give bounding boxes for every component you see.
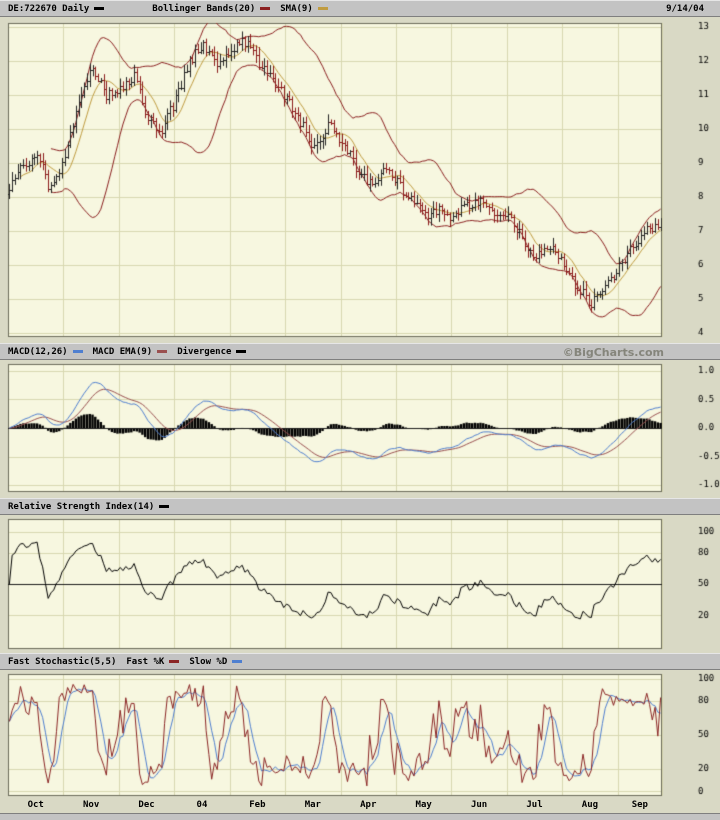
stochastic-legend-bar: Fast Stochastic(5,5) Fast %K Slow %D xyxy=(0,653,720,670)
x-axis-month-label: Oct xyxy=(27,800,44,810)
chart-date: 9/14/04 xyxy=(666,3,704,14)
slow-d-marker-icon xyxy=(232,660,243,663)
divergence-label: Divergence xyxy=(177,346,232,357)
price-panel-canvas xyxy=(0,17,720,343)
macd-line-marker-icon xyxy=(72,350,83,353)
x-axis-month-label: May xyxy=(415,800,432,810)
bollinger-legend-label: Bollinger Bands(20) xyxy=(152,3,256,14)
macd-title-label: MACD(12,26) xyxy=(8,346,68,357)
fast-k-marker-icon xyxy=(169,660,180,663)
rsi-marker-icon xyxy=(159,505,170,508)
x-axis-month-label: Mar xyxy=(304,800,321,810)
x-axis-month-label: Jul xyxy=(526,800,543,810)
bigcharts-watermark: ©BigCharts.com xyxy=(562,346,664,359)
rsi-title-label: Relative Strength Index(14) xyxy=(8,501,155,512)
macd-ema-label: MACD EMA(9) xyxy=(92,346,153,357)
stochastic-panel-canvas xyxy=(0,670,720,800)
macd-panel-canvas xyxy=(0,360,720,498)
fast-k-label: Fast %K xyxy=(126,656,165,667)
x-axis-month-label: Jun xyxy=(470,800,488,810)
x-axis-month-label: Dec xyxy=(138,800,155,810)
bollinger-marker-icon xyxy=(260,7,271,10)
stochastic-title-label: Fast Stochastic(5,5) xyxy=(8,656,117,667)
symbol-label: DE:722670 Daily xyxy=(8,3,90,14)
x-axis-month-labels: Oct Nov Dec 04 Feb Mar Apr May Jun Jul Aug Sep xyxy=(0,800,720,813)
macd-ema-marker-icon xyxy=(157,350,168,353)
x-axis-month-label: Apr xyxy=(360,800,377,810)
slow-d-label: Slow %D xyxy=(189,656,228,667)
macd-legend-bar: MACD(12,26) MACD EMA(9) Divergence ©BigC… xyxy=(0,343,720,360)
x-axis-month-label: Feb xyxy=(249,800,266,810)
price-series-marker-icon xyxy=(94,7,105,10)
x-axis-month-label: Sep xyxy=(631,800,648,810)
x-axis-month-label: 04 xyxy=(196,800,208,810)
rsi-panel-canvas xyxy=(0,515,720,653)
divergence-marker-icon xyxy=(236,350,247,353)
top-legend-bar: DE:722670 Daily Bollinger Bands(20) SMA(… xyxy=(0,0,720,17)
sma-legend-label: SMA(9) xyxy=(280,3,313,14)
x-axis-month-label: Nov xyxy=(82,800,100,810)
rsi-legend-bar: Relative Strength Index(14) xyxy=(0,498,720,515)
sma-marker-icon xyxy=(317,7,328,10)
bottom-gray-bar xyxy=(0,813,720,820)
x-axis-month-label: Aug xyxy=(581,800,599,810)
